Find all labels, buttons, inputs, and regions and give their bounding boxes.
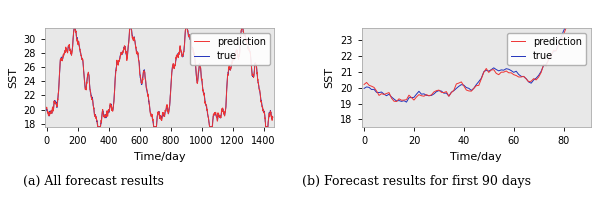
Text: (b) Forecast results for first 90 days: (b) Forecast results for first 90 days	[302, 175, 532, 188]
prediction	[165, 112, 172, 114]
prediction	[361, 83, 368, 86]
Line: prediction: prediction	[364, 0, 586, 101]
Legend: prediction, true: prediction, true	[507, 33, 586, 65]
prediction	[430, 91, 437, 93]
Y-axis label: SST: SST	[8, 67, 18, 88]
prediction	[393, 100, 400, 103]
true	[70, 27, 77, 30]
true	[43, 109, 50, 111]
Text: (a) All forecast results: (a) All forecast results	[23, 175, 163, 188]
true	[165, 112, 172, 115]
true	[157, 115, 164, 118]
prediction	[136, 64, 143, 67]
prediction	[157, 116, 164, 118]
true	[258, 102, 265, 104]
true	[518, 75, 525, 78]
prediction	[548, 55, 555, 57]
prediction	[258, 103, 265, 105]
prediction	[43, 107, 50, 109]
prediction	[518, 76, 525, 78]
true	[391, 98, 398, 100]
prediction	[94, 125, 101, 128]
prediction	[144, 94, 151, 96]
true	[403, 101, 410, 103]
X-axis label: Time/day: Time/day	[451, 152, 502, 162]
true	[269, 116, 277, 118]
prediction	[71, 27, 78, 30]
true	[361, 87, 368, 90]
Y-axis label: SST: SST	[325, 67, 335, 88]
prediction	[553, 50, 560, 52]
Line: true: true	[364, 0, 586, 102]
Legend: prediction, true: prediction, true	[190, 33, 269, 65]
prediction	[228, 61, 235, 64]
true	[553, 49, 560, 52]
true	[228, 62, 235, 64]
prediction	[391, 100, 398, 102]
true	[136, 62, 143, 64]
true	[430, 93, 437, 95]
true	[94, 125, 101, 128]
true	[548, 53, 555, 56]
Line: prediction: prediction	[47, 29, 273, 127]
Line: true: true	[47, 29, 273, 127]
prediction	[269, 116, 277, 119]
X-axis label: Time/day: Time/day	[134, 152, 185, 162]
true	[144, 92, 151, 95]
